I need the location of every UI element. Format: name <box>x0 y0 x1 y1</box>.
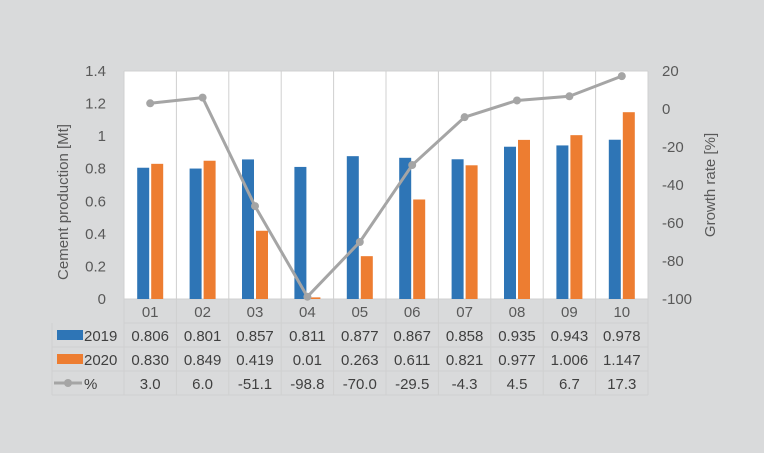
growth-point-04 <box>303 292 312 301</box>
legend-label-2019: 2019 <box>84 328 117 345</box>
bar-2020-03 <box>256 230 268 299</box>
y2-tick-label: -40 <box>662 177 684 194</box>
table-cell: 0.977 <box>498 352 536 369</box>
y-axis-title: Cement production [Mt] <box>55 124 72 280</box>
category-label: 03 <box>247 304 264 321</box>
table-cell: 0.935 <box>498 328 536 345</box>
category-label: 09 <box>561 304 578 321</box>
category-label: 06 <box>404 304 421 321</box>
category-label: 01 <box>142 304 159 321</box>
growth-point-06 <box>408 161 417 170</box>
category-label: 08 <box>509 304 526 321</box>
table-cell: 6.0 <box>192 376 213 393</box>
table-cell: -70.0 <box>343 376 377 393</box>
legend-key-2020 <box>57 354 83 364</box>
table-cell: 1.006 <box>551 352 589 369</box>
growth-point-01 <box>146 99 155 108</box>
table-cell: 0.806 <box>131 328 169 345</box>
bar-2019-01 <box>137 167 150 299</box>
table-cell: 0.01 <box>293 352 322 369</box>
legend-label-growth: % <box>84 376 97 393</box>
table-cell: 0.858 <box>446 328 484 345</box>
table-cell: 0.867 <box>393 328 431 345</box>
y-tick-label: 1.4 <box>85 63 106 80</box>
table-cell: 0.849 <box>184 352 222 369</box>
table-cell: 0.943 <box>551 328 589 345</box>
table-cell: 4.5 <box>507 376 528 393</box>
y2-tick-label: 20 <box>662 63 679 80</box>
y2-tick-label: 0 <box>662 101 670 118</box>
table-cell: 0.877 <box>341 328 379 345</box>
category-label: 07 <box>456 304 473 321</box>
table-cell: 0.263 <box>341 352 379 369</box>
y2-tick-label: -20 <box>662 139 684 156</box>
bar-2019-09 <box>556 145 569 299</box>
y2-tick-label: -100 <box>662 291 692 308</box>
bar-2019-07 <box>451 159 464 299</box>
bar-2020-10 <box>622 112 635 300</box>
table-cell: 3.0 <box>140 376 161 393</box>
growth-point-10 <box>617 72 626 81</box>
growth-point-07 <box>460 113 469 122</box>
legend-key-2019 <box>57 330 83 340</box>
legend-label-2020: 2020 <box>84 352 117 369</box>
bar-2020-08 <box>518 139 530 299</box>
legend-key-marker <box>64 379 72 387</box>
bar-2020-04 <box>308 297 321 299</box>
bar-2020-06 <box>413 199 426 299</box>
bar-2019-05 <box>346 156 359 299</box>
bar-2020-07 <box>465 165 478 299</box>
bar-2020-02 <box>203 160 216 299</box>
growth-point-05 <box>355 238 364 246</box>
category-label: 05 <box>351 304 368 321</box>
y-tick-label: 0 <box>98 291 106 308</box>
table-cell: 17.3 <box>607 376 636 393</box>
table-cell: 0.830 <box>131 352 169 369</box>
bar-2020-05 <box>360 256 373 299</box>
y-tick-label: 0.2 <box>85 258 106 275</box>
bar-2019-10 <box>608 139 621 299</box>
table-cell: 0.978 <box>603 328 641 345</box>
table-cell: 1.147 <box>603 352 641 369</box>
growth-rate-line <box>150 74 623 299</box>
bar-2019-03 <box>242 159 254 299</box>
table-cell: 0.857 <box>236 328 274 345</box>
category-label: 04 <box>299 304 316 321</box>
y-tick-label: 1.2 <box>85 96 106 113</box>
bar-2020-01 <box>151 163 164 299</box>
bar-2019-04 <box>294 166 307 299</box>
growth-point-03 <box>251 202 259 211</box>
bar-2019-08 <box>504 146 516 299</box>
growth-point-02 <box>198 93 207 102</box>
category-label: 02 <box>194 304 211 321</box>
bar-2019-02 <box>189 168 202 299</box>
table-cell: 0.419 <box>236 352 274 369</box>
growth-point-08 <box>513 96 521 105</box>
y2-tick-label: -80 <box>662 253 684 270</box>
y-tick-label: 1 <box>98 128 106 145</box>
table-cell: 0.811 <box>289 328 325 345</box>
growth-point-09 <box>565 92 574 101</box>
table-cell: -98.8 <box>290 376 324 393</box>
y-tick-label: 0.6 <box>85 193 106 210</box>
table-cell: 6.7 <box>559 376 580 393</box>
y-tick-label: 0.4 <box>85 226 106 243</box>
y2-tick-label: -60 <box>662 215 684 232</box>
table-cell: -4.3 <box>452 376 478 393</box>
table-cell: 0.801 <box>184 328 222 345</box>
table-cell: 0.611 <box>394 352 430 369</box>
table-cell: 0.821 <box>446 352 484 369</box>
bar-2019-06 <box>399 157 412 299</box>
table-cell: -29.5 <box>395 376 429 393</box>
table-cell: -51.1 <box>238 376 272 393</box>
y2-axis-title: Growth rate [%] <box>702 133 719 237</box>
bar-2020-09 <box>570 135 583 299</box>
y-tick-label: 0.8 <box>85 161 106 178</box>
category-label: 10 <box>613 304 630 321</box>
